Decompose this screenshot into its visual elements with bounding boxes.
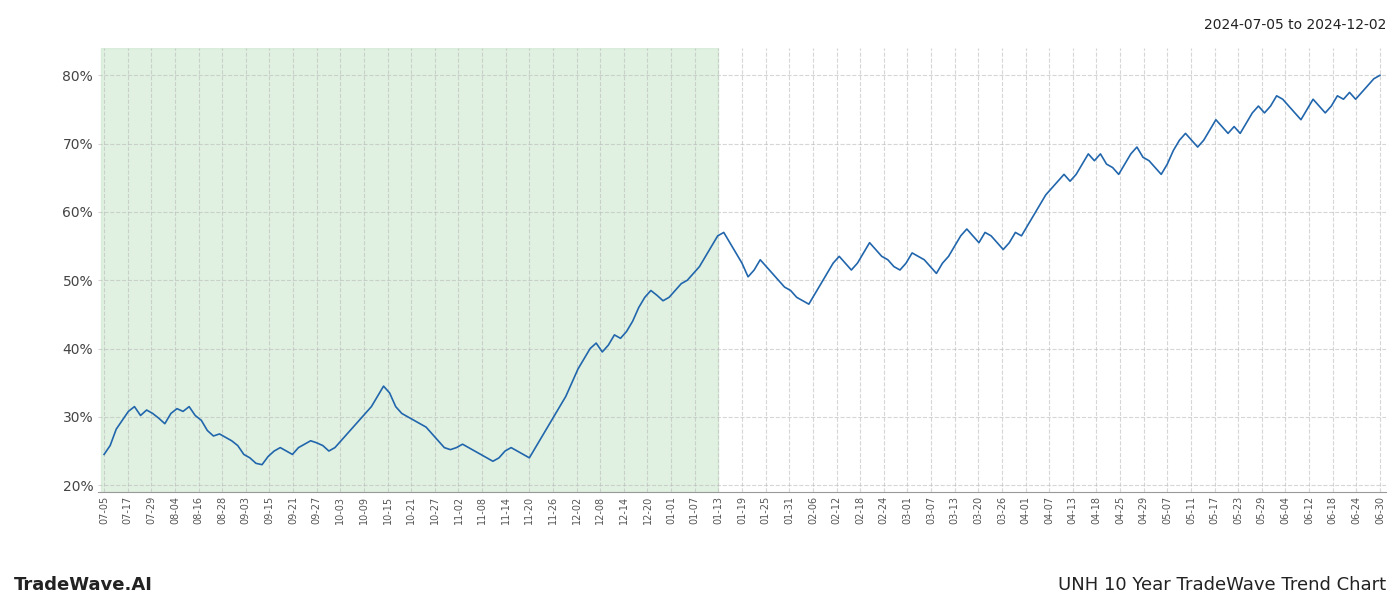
Text: 2024-07-05 to 2024-12-02: 2024-07-05 to 2024-12-02 bbox=[1204, 18, 1386, 32]
Text: TradeWave.AI: TradeWave.AI bbox=[14, 576, 153, 594]
Text: UNH 10 Year TradeWave Trend Chart: UNH 10 Year TradeWave Trend Chart bbox=[1058, 576, 1386, 594]
Bar bbox=[101, 48, 718, 492]
